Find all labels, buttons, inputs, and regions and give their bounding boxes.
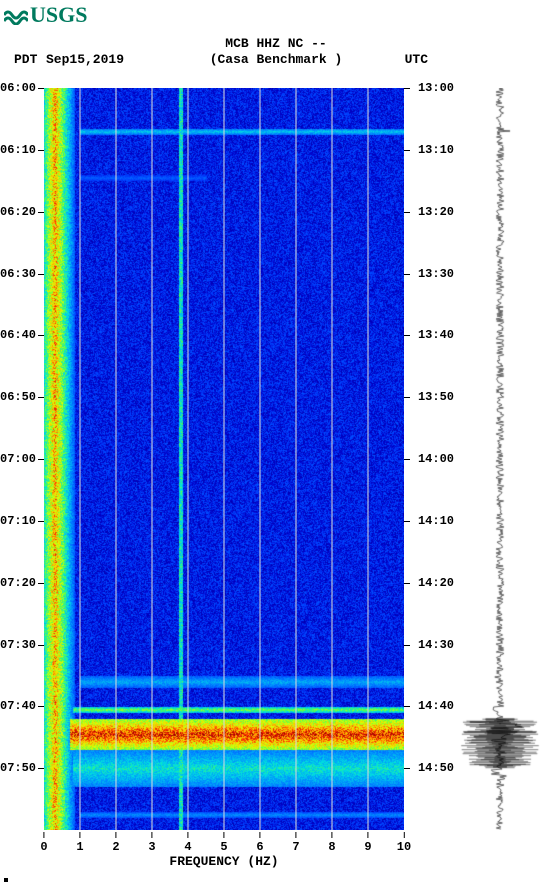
spectrogram-canvas	[44, 88, 404, 830]
corner-marker	[4, 878, 8, 882]
ytick-label: 13:00	[410, 81, 454, 95]
tick-mark	[404, 768, 410, 769]
ytick-label: 06:40	[0, 328, 42, 342]
ytick-label: 07:40	[0, 699, 42, 713]
tick-mark	[38, 768, 44, 769]
ytick-label: 13:40	[410, 328, 454, 342]
ytick-label: 14:00	[410, 452, 454, 466]
xtick: 10	[397, 832, 411, 854]
xtick: 1	[76, 832, 83, 854]
tick-mark	[404, 335, 410, 336]
xtick: 6	[256, 832, 263, 854]
ytick-label: 13:30	[410, 267, 454, 281]
ytick-label: 07:10	[0, 514, 42, 528]
tick-mark	[404, 88, 410, 89]
ytick-label: 07:50	[0, 761, 42, 775]
spectrogram-plot	[44, 88, 404, 830]
tick-mark	[38, 274, 44, 275]
xtick: 8	[328, 832, 335, 854]
tick-mark	[38, 88, 44, 89]
ytick-label: 06:30	[0, 267, 42, 281]
ytick-label: 14:10	[410, 514, 454, 528]
tick-mark	[404, 645, 410, 646]
tick-mark	[404, 397, 410, 398]
seismogram-canvas	[460, 88, 540, 830]
tz-right: UTC	[405, 52, 428, 67]
tick-mark	[38, 521, 44, 522]
tick-mark	[38, 397, 44, 398]
ytick-label: 06:50	[0, 390, 42, 404]
tick-mark	[404, 150, 410, 151]
tick-mark	[38, 645, 44, 646]
ytick-label: 14:30	[410, 638, 454, 652]
tick-mark	[404, 459, 410, 460]
tick-mark	[38, 212, 44, 213]
tick-mark	[38, 583, 44, 584]
ytick-label: 14:40	[410, 699, 454, 713]
usgs-wave-icon	[4, 5, 28, 25]
ytick-label: 13:20	[410, 205, 454, 219]
ytick-label: 06:10	[0, 143, 42, 157]
y-axis-left: 06:0006:1006:2006:3006:4006:5007:0007:10…	[0, 88, 42, 830]
xtick: 3	[148, 832, 155, 854]
tick-mark	[38, 335, 44, 336]
tick-mark	[38, 459, 44, 460]
tick-mark	[404, 212, 410, 213]
usgs-logo: USGS	[4, 4, 87, 26]
y-axis-right: 13:0013:1013:2013:3013:4013:5014:0014:10…	[410, 88, 454, 830]
tick-mark	[404, 706, 410, 707]
ytick-label: 14:20	[410, 576, 454, 590]
usgs-logo-text: USGS	[30, 2, 87, 28]
ytick-label: 06:20	[0, 205, 42, 219]
ytick-label: 13:50	[410, 390, 454, 404]
xtick: 7	[292, 832, 299, 854]
tick-mark	[38, 706, 44, 707]
xtick: 2	[112, 832, 119, 854]
xtick: 4	[184, 832, 191, 854]
station-name: (Casa Benchmark )	[0, 52, 552, 67]
ytick-label: 07:20	[0, 576, 42, 590]
seismogram-plot	[460, 88, 540, 830]
xtick: 5	[220, 832, 227, 854]
xtick: 9	[364, 832, 371, 854]
ytick-label: 14:50	[410, 761, 454, 775]
tick-mark	[404, 274, 410, 275]
x-axis-label: FREQUENCY (HZ)	[44, 854, 404, 869]
x-axis: FREQUENCY (HZ) 012345678910	[44, 832, 404, 872]
station-code: MCB HHZ NC --	[0, 36, 552, 51]
xtick: 0	[40, 832, 47, 854]
ytick-label: 13:10	[410, 143, 454, 157]
tick-mark	[404, 521, 410, 522]
tick-mark	[404, 583, 410, 584]
tick-mark	[38, 150, 44, 151]
ytick-label: 07:30	[0, 638, 42, 652]
ytick-label: 07:00	[0, 452, 42, 466]
ytick-label: 06:00	[0, 81, 42, 95]
